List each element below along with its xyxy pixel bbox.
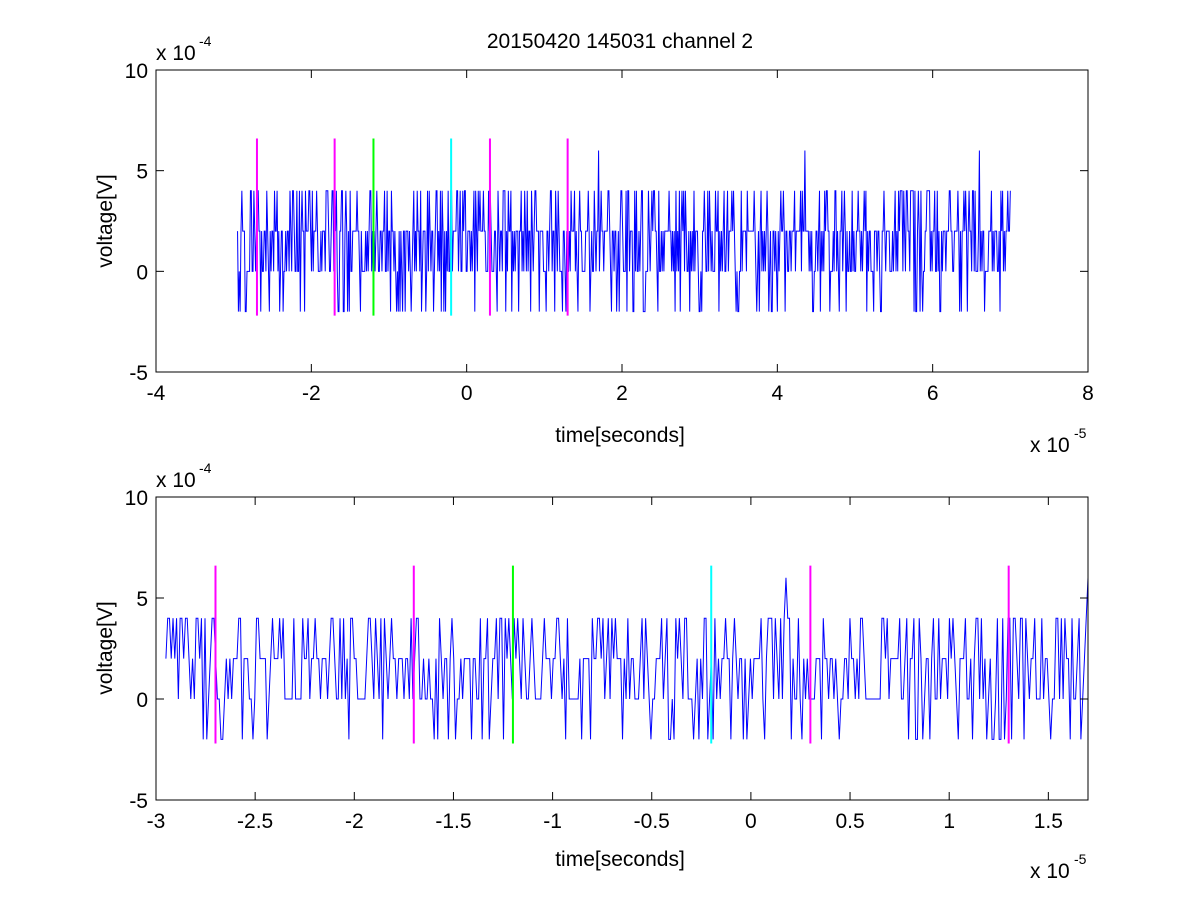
x-tick-label: 1.5: [1034, 810, 1063, 833]
bottom-signal: [165, 577, 1089, 740]
y-tick-label: 5: [136, 588, 148, 611]
x-tick-label: 8: [1082, 382, 1094, 405]
bottom-y-axis-label: voltage[V]: [94, 601, 117, 694]
top-subplot: -4 -2 0 2 4 6 8 -5 0 5 10 time[seconds] voltage[V…: [94, 33, 1094, 457]
figure-title: 20150420 145031 channel 2: [487, 30, 753, 53]
y-tick-label: 10: [125, 487, 148, 510]
top-y-exponent-base: x 10: [156, 42, 196, 65]
x-tick-label: 4: [771, 382, 783, 405]
top-x-ticks: -4 -2 0 2 4 6 8: [147, 70, 1094, 405]
top-y-exponent-power: -4: [199, 33, 212, 49]
top-signal: [237, 150, 1011, 313]
top-x-exponent-base: x 10: [1030, 434, 1070, 457]
top-signal-line: [237, 150, 1011, 313]
top-y-exponent: x 10 -4: [156, 33, 212, 65]
y-tick-label: -5: [129, 362, 148, 385]
y-tick-label: 0: [136, 689, 148, 712]
y-tick-label: 5: [136, 161, 148, 184]
bottom-y-ticks: -5 0 5 10: [125, 487, 1088, 813]
x-tick-label: -2: [345, 810, 364, 833]
x-tick-label: -3: [147, 810, 166, 833]
x-tick-label: -0.5: [634, 810, 670, 833]
x-tick-label: -1: [543, 810, 562, 833]
top-x-exponent-power: -5: [1074, 425, 1087, 441]
bottom-axes-box: [155, 496, 1089, 801]
x-tick-label: -2: [302, 382, 321, 405]
x-tick-label: 1: [943, 810, 955, 833]
x-tick-label: 0: [745, 810, 757, 833]
bottom-x-axis-label: time[seconds]: [555, 848, 685, 871]
x-tick-label: -1.5: [435, 810, 471, 833]
top-y-axis-label: voltage[V]: [94, 174, 117, 267]
x-tick-label: 0.5: [835, 810, 864, 833]
y-tick-label: -5: [129, 790, 148, 813]
bottom-subplot: -3 -2.5 -2 -1.5 -1 -0.5 0 0.5 1 1.5 -5 0 5 10 time[s…: [94, 460, 1089, 883]
bottom-y-exponent-base: x 10: [156, 469, 196, 492]
x-tick-label: 2: [616, 382, 628, 405]
y-tick-label: 10: [125, 60, 148, 83]
bottom-y-exponent-power: -4: [199, 460, 212, 476]
top-x-exponent: x 10 -5: [1030, 425, 1087, 457]
x-tick-label: -2.5: [237, 810, 273, 833]
top-x-axis-label: time[seconds]: [555, 424, 685, 447]
bottom-x-exponent-power: -5: [1074, 851, 1087, 867]
bottom-markers: [214, 565, 1010, 744]
x-tick-label: 0: [461, 382, 473, 405]
bottom-signal-line: [165, 577, 1089, 740]
bottom-x-exponent: x 10 -5: [1030, 851, 1087, 883]
top-y-ticks: -5 0 5 10: [125, 60, 1088, 385]
x-tick-label: 6: [927, 382, 939, 405]
bottom-x-exponent-base: x 10: [1030, 860, 1070, 883]
bottom-y-exponent: x 10 -4: [156, 460, 212, 492]
x-tick-label: -4: [147, 382, 166, 405]
bottom-x-ticks: -3 -2.5 -2 -1.5 -1 -0.5 0 0.5 1 1.5: [147, 497, 1063, 833]
top-markers: [255, 138, 569, 316]
y-tick-label: 0: [136, 261, 148, 284]
